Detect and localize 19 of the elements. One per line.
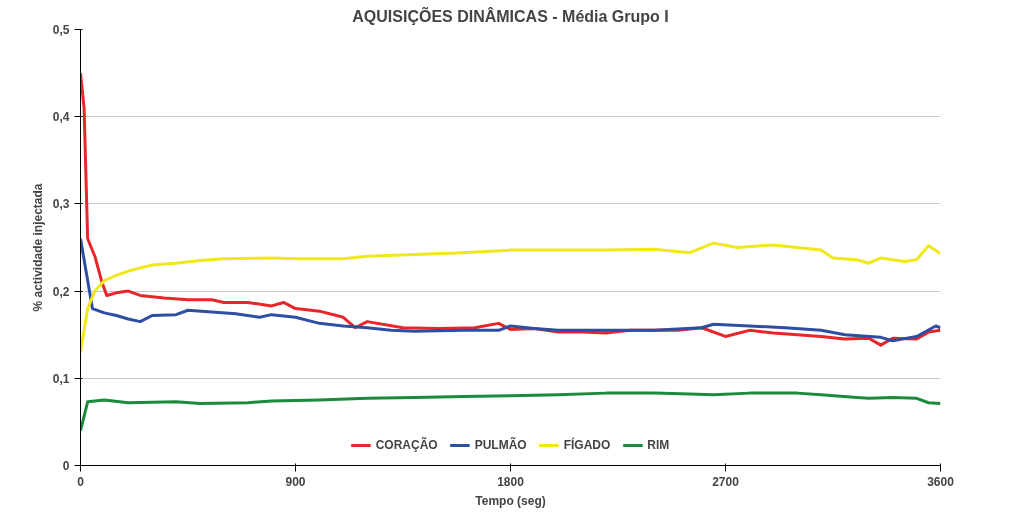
legend-label: RIM [647, 438, 670, 452]
x-tick-label: 1800 [497, 474, 525, 489]
x-tick-label: 3600 [927, 474, 955, 489]
legend-label: FÍGADO [563, 438, 611, 452]
line-series [80, 391, 941, 433]
y-axis-title: % actividade injectada [30, 183, 45, 312]
y-tick-label: 0,4 [52, 110, 70, 125]
legend-label: CORAÇÃO [375, 438, 438, 452]
legend-label: PULMÃO [474, 438, 527, 452]
x-tick-label: 2700 [712, 474, 740, 489]
y-tick-label: 0,1 [52, 371, 70, 386]
y-tick-label: 0 [62, 459, 70, 473]
y-tick-label: 0,3 [52, 197, 70, 212]
chart-title: AQUISIÇÕES DINÂMICAS - Média Grupo I [352, 5, 669, 25]
x-tick-label: 900 [285, 474, 306, 489]
x-tick-label: 0 [77, 474, 85, 489]
y-tick-label: 0,2 [52, 284, 70, 299]
x-axis-title: Tempo (seg) [475, 493, 546, 508]
y-tick-label: 0,5 [52, 23, 70, 37]
